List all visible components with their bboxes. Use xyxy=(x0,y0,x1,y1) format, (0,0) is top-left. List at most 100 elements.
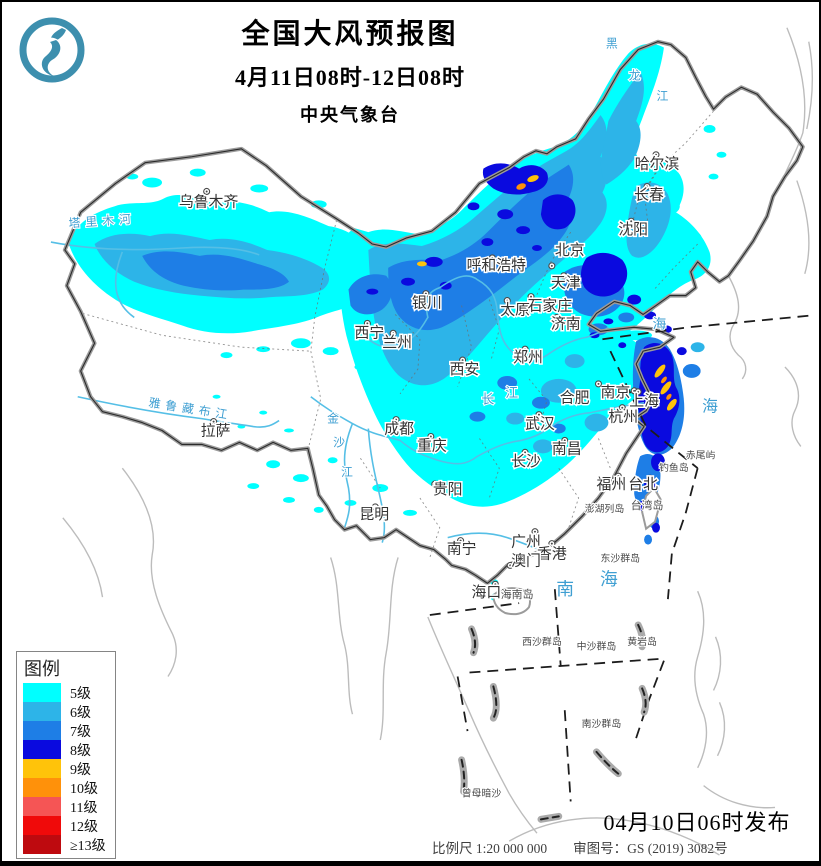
legend-row: 9级 xyxy=(23,759,109,778)
city-label: 长春 xyxy=(634,186,664,203)
city-dot-center xyxy=(366,322,369,325)
legend-label: 7级 xyxy=(70,724,91,740)
city-dot-center xyxy=(630,220,633,223)
city-label: 成都 xyxy=(384,420,414,437)
rivers xyxy=(50,241,645,551)
island-label: 海南岛 xyxy=(501,587,534,601)
city-dot-center xyxy=(646,185,649,188)
city-dot-center xyxy=(563,439,566,442)
water-label: 海 xyxy=(653,316,668,332)
city-label: 合肥 xyxy=(560,390,590,407)
city-label: 银川 xyxy=(412,295,442,312)
city-dot-center xyxy=(621,406,624,409)
legend-label: 11级 xyxy=(70,800,98,816)
island-label: 曾母暗沙 xyxy=(462,787,502,800)
city-label: 石家庄 xyxy=(528,296,573,314)
city-dot-center xyxy=(429,435,432,438)
city-dot-center xyxy=(433,483,436,486)
city-label: 郑州 xyxy=(513,349,543,366)
city-dot-center xyxy=(537,413,540,416)
legend-row: 5级 xyxy=(23,683,109,702)
city-dot-center xyxy=(530,295,533,298)
city-label: 哈尔滨 xyxy=(635,156,680,173)
logo-dragon-body xyxy=(41,40,61,76)
city-dot-center xyxy=(374,505,377,508)
legend-box: 图例 5级 6级 7级 8级 9级 10级 11级 12级 ≥13级 xyxy=(16,651,116,859)
city-label: 西宁 xyxy=(354,324,384,341)
city-dot-center xyxy=(494,583,497,586)
city-label: 贵阳 xyxy=(433,481,463,498)
city-label: 海口 xyxy=(472,584,502,601)
city-label: 长沙 xyxy=(511,453,541,470)
city-label: 沈阳 xyxy=(618,221,648,238)
legend-label: 5级 xyxy=(70,686,91,702)
legend-row: ≥13级 xyxy=(23,835,109,854)
city-dot-center xyxy=(506,299,509,302)
water-label: 江 xyxy=(656,89,669,103)
scale-line: 比例尺 1:20 000 000 审图号：GS (2019) 3082号 xyxy=(432,837,817,857)
city-dot-center xyxy=(524,451,527,454)
legend-swatch xyxy=(23,683,61,702)
scs-island-arcs xyxy=(458,621,650,823)
city-dot-center xyxy=(550,264,553,267)
water-label: 雅 鲁 藏 布 江 xyxy=(148,396,229,422)
city-label: 杭州 xyxy=(608,409,638,426)
taiwan-island xyxy=(641,486,663,531)
island-label: 南沙群岛 xyxy=(582,717,622,730)
wind-level8-regions xyxy=(366,163,687,533)
city-dot-center xyxy=(637,390,640,393)
water-label: 长 xyxy=(481,393,495,407)
island-label: 东沙群岛 xyxy=(600,551,640,564)
city-dot-center xyxy=(597,382,600,385)
island-label: 台湾岛 xyxy=(631,498,664,512)
city-label: 济南 xyxy=(551,315,581,332)
city-dot-center xyxy=(550,542,553,545)
water-label: 海 xyxy=(702,398,719,416)
city-label: 昆明 xyxy=(359,506,389,523)
legend-label: 6级 xyxy=(70,705,91,721)
legend-label: 10级 xyxy=(70,781,98,797)
city-dot-center xyxy=(459,539,462,542)
legend-row: 6级 xyxy=(23,702,109,721)
boundary-line xyxy=(64,41,804,584)
island-label: 西沙群岛 xyxy=(522,635,562,648)
city-dot-center xyxy=(424,292,427,295)
island-label: 中沙群岛 xyxy=(577,640,617,653)
city-label: 拉萨 xyxy=(201,422,231,439)
issue-time: 04月10日06时发布 xyxy=(603,810,791,835)
city-label: 澳门 xyxy=(511,552,541,569)
city-dot-center xyxy=(655,153,657,156)
city-dot-center xyxy=(392,332,395,335)
water-label: 江 xyxy=(505,386,519,400)
legend-row: 7级 xyxy=(23,721,109,740)
city-dot-center xyxy=(212,420,215,423)
legend-swatch xyxy=(23,759,61,778)
legend-title: 图例 xyxy=(24,659,60,679)
national-boundary xyxy=(62,39,805,616)
legend-swatch xyxy=(23,816,61,835)
city-label: 兰州 xyxy=(382,334,412,351)
legend-swatch xyxy=(23,835,61,854)
city-dot-center xyxy=(555,316,558,319)
water-label: 龙 xyxy=(629,68,642,82)
legend-swatch xyxy=(23,797,61,816)
water-label: 金 xyxy=(327,412,340,426)
water-label: 海 xyxy=(600,569,619,589)
city-dot-center xyxy=(509,564,512,567)
legend-label: 9级 xyxy=(70,762,91,778)
legend-swatch xyxy=(23,721,61,740)
city-label: 乌鲁木齐 xyxy=(179,193,239,210)
legend-row: 12级 xyxy=(23,816,109,835)
water-label: 塔 里 木 河 xyxy=(68,212,132,230)
logo-ring xyxy=(19,17,85,83)
city-dot-center xyxy=(461,359,464,362)
city-label: 广州 xyxy=(511,534,541,551)
island-label: 钓鱼岛 xyxy=(659,461,689,474)
city-label: 西安 xyxy=(450,361,480,378)
island-label: 澎湖列岛 xyxy=(585,502,625,515)
city-label: 台北 xyxy=(628,476,658,493)
city-dot-center xyxy=(533,530,536,533)
